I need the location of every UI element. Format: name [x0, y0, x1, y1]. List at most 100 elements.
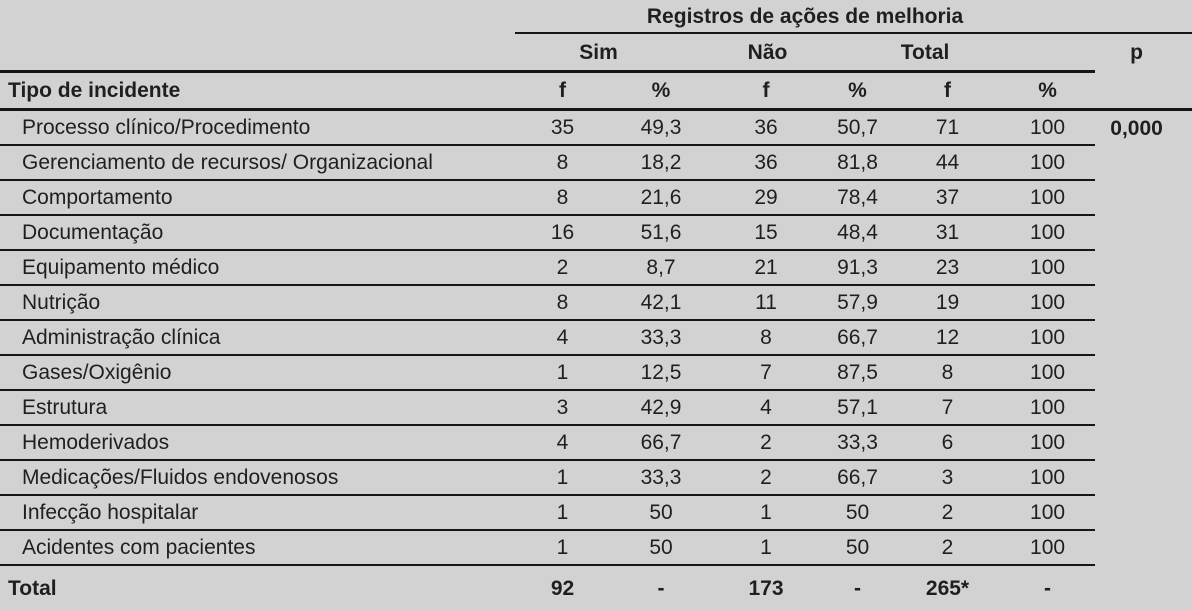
table-row: Equipamento médico 2 8,7 21 91,3 23 100: [0, 250, 1192, 286]
total-value-cell: -: [1044, 576, 1052, 600]
value-cell: 50: [820, 530, 895, 566]
value-cell: 100: [1000, 355, 1096, 391]
value-cell: 29: [712, 180, 820, 216]
value-cell: 33,3: [610, 460, 712, 496]
value-cell: 91,3: [820, 250, 895, 286]
subheader-f: f: [895, 71, 1000, 111]
p-value-cell: [1095, 390, 1192, 425]
total-value-cell: -: [854, 576, 861, 600]
value-cell: 18,2: [610, 145, 712, 181]
total-value-cell: 173: [748, 576, 784, 600]
value-cell: 36: [712, 109, 820, 146]
value-cell: 33,3: [820, 425, 895, 461]
value-cell: 66,7: [610, 425, 712, 461]
value-cell: 2: [895, 495, 1000, 531]
table-row: Comportamento 8 21,6 29 78,4 37 100: [0, 180, 1192, 216]
value-cell: 3: [895, 460, 1000, 496]
table-subheader-row: Tipo de incidente f % f % f %: [0, 71, 1192, 111]
p-value-cell: [1095, 145, 1192, 180]
value-cell: 15: [712, 215, 820, 251]
value-cell: 1: [515, 460, 610, 496]
value-cell: 7: [895, 390, 1000, 426]
value-cell: 2: [895, 530, 1000, 566]
total-value-cell: -: [657, 576, 665, 600]
value-cell: 50: [610, 530, 712, 566]
incident-type-cell: Medicações/Fluidos endovenosos: [0, 460, 515, 496]
incident-type-cell: Documentação: [0, 215, 515, 251]
subheader-f: f: [515, 71, 610, 111]
table-row: Infecção hospitalar 1 50 1 50 2 100: [0, 495, 1192, 531]
value-cell: 21,6: [610, 180, 712, 216]
value-cell: 1: [515, 530, 610, 566]
value-cell: 42,9: [610, 390, 712, 426]
table-row: Documentação 16 51,6 15 48,4 31 100: [0, 215, 1192, 251]
value-cell: 6: [895, 425, 1000, 461]
table-spanner-title: Registros de ações de melhoria: [515, 0, 1096, 34]
total-value-cell: 265*: [925, 576, 970, 600]
value-cell: 49,3: [610, 109, 712, 146]
subheader-pct: %: [610, 71, 712, 111]
subheader-f: f: [712, 71, 820, 111]
table-row: Processo clínico/Procedimento 35 49,3 36…: [0, 109, 1192, 146]
value-cell: 57,1: [820, 390, 895, 426]
table-row: Medicações/Fluidos endovenosos 1 33,3 2 …: [0, 460, 1192, 496]
spacer-cell: [1095, 565, 1192, 610]
value-cell: 19: [895, 285, 1000, 321]
value-cell: 36: [712, 145, 820, 181]
table-row: Administração clínica 4 33,3 8 66,7 12 1…: [0, 320, 1192, 356]
incident-type-cell: Estrutura: [0, 390, 515, 426]
value-cell: 8: [515, 145, 610, 181]
total-label-cell: Total: [8, 576, 57, 600]
value-cell: 100: [1000, 180, 1096, 216]
value-cell: 37: [895, 180, 1000, 216]
table-row: Hemoderivados 4 66,7 2 33,3 6 100: [0, 425, 1192, 461]
value-cell: 50,7: [820, 109, 895, 146]
table-group-header-row: Sim Não Total p: [0, 33, 1192, 73]
total-value-cell: 92: [550, 576, 575, 600]
value-cell: 8: [515, 180, 610, 216]
value-cell: 33,3: [610, 320, 712, 356]
value-cell: 100: [1000, 285, 1096, 321]
value-cell: 100: [1000, 250, 1096, 286]
incident-type-cell: Infecção hospitalar: [0, 495, 515, 531]
value-cell: 50: [820, 495, 895, 531]
p-value-cell: [1095, 285, 1192, 320]
value-cell: 71: [895, 109, 1000, 146]
table-row: Acidentes com pacientes 1 50 1 50 2 100: [0, 530, 1192, 566]
value-cell: 44: [895, 145, 1000, 181]
value-cell: 21: [712, 250, 820, 286]
value-cell: 16: [515, 215, 610, 251]
value-cell: 12,5: [610, 355, 712, 391]
value-cell: 8: [515, 285, 610, 321]
p-value-cell: [1095, 250, 1192, 285]
subheader-pct: %: [820, 71, 895, 111]
column-group-no: Não: [712, 33, 895, 73]
value-cell: 42,1: [610, 285, 712, 321]
p-value-cell: [1095, 180, 1192, 215]
incident-type-cell: Gerenciamento de recursos/ Organizaciona…: [0, 145, 515, 181]
p-value-cell: [1095, 355, 1192, 390]
value-cell: 2: [515, 250, 610, 286]
value-cell: 1: [712, 530, 820, 566]
value-cell: 7: [712, 355, 820, 391]
p-value-cell: [1095, 425, 1192, 460]
p-value-cell: [1095, 215, 1192, 250]
value-cell: 1: [515, 495, 610, 531]
incident-type-cell: Gases/Oxigênio: [0, 355, 515, 391]
value-cell: 87,5: [820, 355, 895, 391]
p-value-cell: [1095, 495, 1192, 530]
p-value-cell: [1095, 460, 1192, 495]
spacer-cell: [1095, 71, 1192, 111]
table-row: Nutrição 8 42,1 11 57,9 19 100: [0, 285, 1192, 321]
value-cell: 100: [1000, 145, 1096, 181]
value-cell: 100: [1000, 109, 1096, 146]
row-header-incident-type: Tipo de incidente: [0, 71, 515, 111]
incident-type-cell: Nutrição: [0, 285, 515, 321]
value-cell: 11: [712, 285, 820, 321]
value-cell: 66,7: [820, 320, 895, 356]
value-cell: 100: [1000, 530, 1096, 566]
value-cell: 8,7: [610, 250, 712, 286]
value-cell: 100: [1000, 320, 1096, 356]
value-cell: 78,4: [820, 180, 895, 216]
value-cell: 4: [515, 320, 610, 356]
